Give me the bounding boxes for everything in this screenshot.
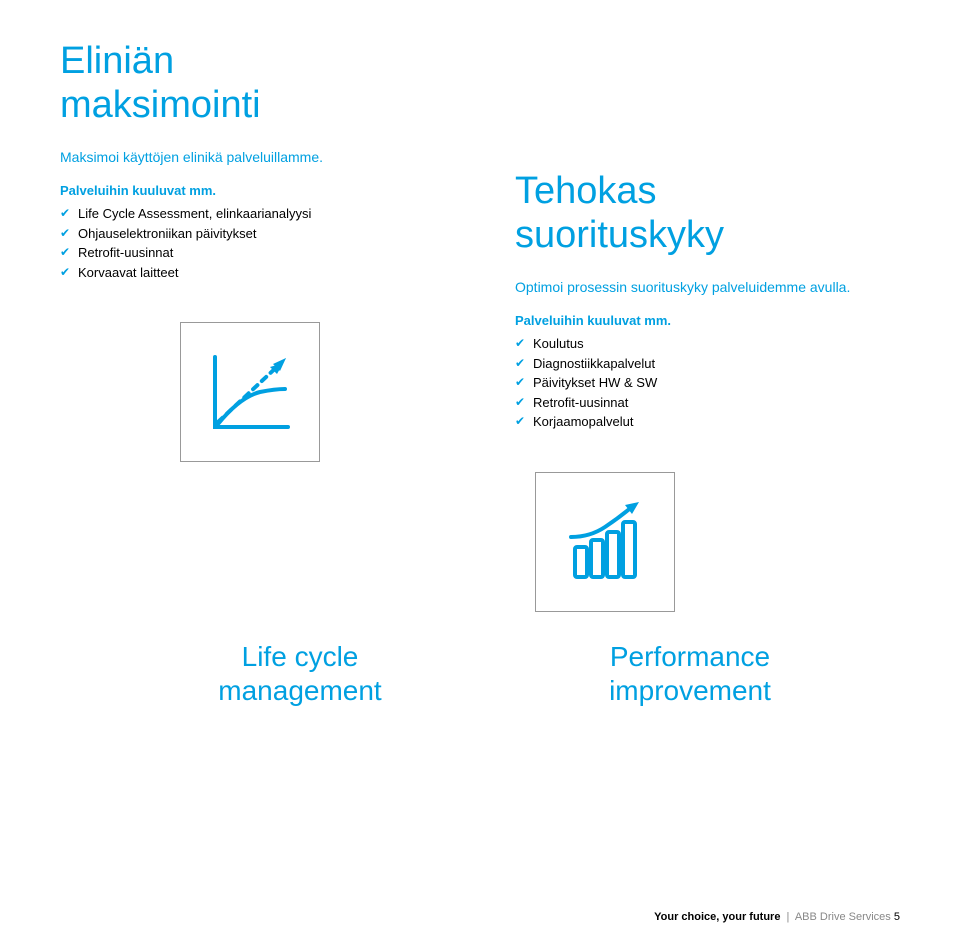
- list-item: Diagnostiikkapalvelut: [515, 354, 900, 374]
- right-check-list: Koulutus Diagnostiikkapalvelut Päivityks…: [515, 334, 900, 432]
- left-subtitle: Maksimoi käyttöjen elinikä palveluillamm…: [60, 149, 445, 165]
- left-column: Eliniän maksimointi Maksimoi käyttöjen e…: [60, 40, 445, 612]
- left-title-line2: maksimointi: [60, 84, 261, 126]
- bottom-labels: Life cycle management Performance improv…: [60, 640, 900, 707]
- right-subtitle: Optimoi prosessin suorituskyky palveluid…: [515, 279, 900, 295]
- right-title: Tehokas suorituskyky: [515, 170, 900, 257]
- list-item: Retrofit-uusinnat: [60, 243, 445, 263]
- right-list-heading: Palveluihin kuuluvat mm.: [515, 313, 900, 328]
- list-item: Korvaavat laitteet: [60, 263, 445, 283]
- right-column: Tehokas suorituskyky Optimoi prosessin s…: [515, 40, 900, 612]
- list-item: Life Cycle Assessment, elinkaarianalyysi: [60, 204, 445, 224]
- right-icon-container: [535, 472, 900, 612]
- footer: Your choice, your future | ABB Drive Ser…: [654, 911, 900, 923]
- left-title: Eliniän maksimointi: [60, 40, 445, 127]
- footer-grey: ABB Drive Services: [795, 911, 891, 923]
- footer-bold: Your choice, your future: [654, 911, 780, 923]
- columns-container: Eliniän maksimointi Maksimoi käyttöjen e…: [60, 40, 900, 612]
- left-icon-container: [180, 322, 445, 462]
- left-check-list: Life Cycle Assessment, elinkaarianalyysi…: [60, 204, 445, 282]
- list-item: Retrofit-uusinnat: [515, 393, 900, 413]
- list-item: Päivitykset HW & SW: [515, 373, 900, 393]
- bar-chart-arrow-icon: [535, 472, 675, 612]
- page: Eliniän maksimointi Maksimoi käyttöjen e…: [0, 0, 960, 945]
- right-title-line1: Tehokas: [515, 170, 657, 212]
- list-item: Ohjauselektroniikan päivitykset: [60, 224, 445, 244]
- right-title-line2: suorituskyky: [515, 214, 724, 256]
- bottom-right-line1: Performance: [610, 641, 770, 672]
- list-item: Korjaamopalvelut: [515, 412, 900, 432]
- left-title-line1: Eliniän: [60, 40, 174, 82]
- growth-chart-icon: [180, 322, 320, 462]
- bottom-left-line2: management: [218, 675, 381, 706]
- footer-separator: |: [787, 911, 790, 923]
- footer-page-number: 5: [894, 911, 900, 923]
- bottom-label-right: Performance improvement: [480, 640, 900, 707]
- list-item: Koulutus: [515, 334, 900, 354]
- bottom-right-line2: improvement: [609, 675, 771, 706]
- left-list-heading: Palveluihin kuuluvat mm.: [60, 183, 445, 198]
- bottom-label-left: Life cycle management: [60, 640, 480, 707]
- bottom-left-line1: Life cycle: [242, 641, 359, 672]
